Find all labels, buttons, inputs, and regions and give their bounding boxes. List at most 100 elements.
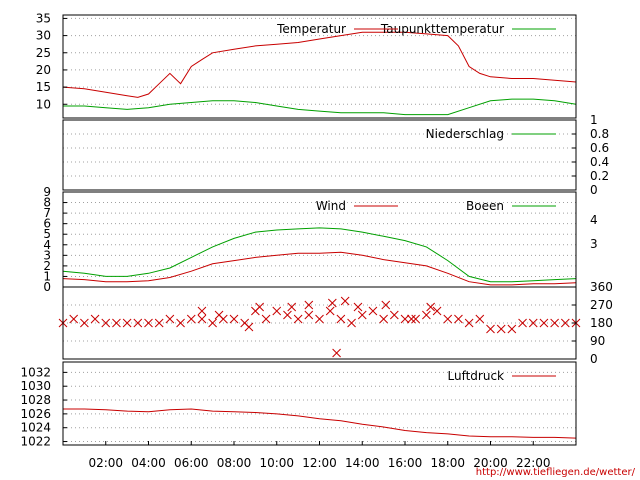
wind_direction-point: [443, 314, 453, 324]
wind_direction-ytick-label: 0: [590, 352, 598, 366]
x-tick-label: 14:00: [345, 456, 380, 470]
wind_direction-point: [507, 324, 517, 334]
precipitation-legend-label: Niederschlag: [426, 127, 504, 141]
wind_direction-point: [255, 302, 265, 312]
x-tick-label: 12:00: [302, 456, 337, 470]
wind_direction-point: [90, 314, 100, 324]
precipitation-ytick-label: 0.4: [590, 155, 609, 169]
wind_direction-point: [357, 310, 367, 320]
wind-series-2: [62, 227, 577, 283]
precipitation-panel-frame: [62, 119, 577, 191]
x-tick-label: 22:00: [516, 456, 551, 470]
wind_direction-point: [407, 314, 416, 324]
pressure-ytick-label: 1024: [20, 421, 51, 435]
wind_direction-point: [379, 314, 388, 324]
temperature-ytick-label: 20: [36, 63, 51, 77]
wind_direction-point: [229, 314, 239, 324]
pressure-series-1: [63, 408, 577, 439]
wind_direction-panel-frame: [62, 286, 577, 360]
precipitation-ytick-label: 0.2: [590, 169, 609, 183]
temperature-series-1: [62, 31, 577, 98]
wind_direction-point: [325, 306, 335, 316]
temperature-legend-label: Temperatur: [276, 22, 346, 36]
wind_direction-point: [154, 318, 164, 328]
wind-ytick-label: 4: [43, 238, 51, 252]
wind-ytick-label: 8: [43, 196, 51, 210]
precipitation-ytick-label: 1: [590, 113, 598, 127]
source-url-label: http://www.tiefliegen.de/wetter/: [476, 467, 636, 478]
wind_direction-point: [304, 300, 314, 310]
wind_direction-point: [422, 310, 431, 320]
pressure-legend-label: Luftdruck: [447, 369, 504, 383]
temperature-series-2: [63, 98, 577, 116]
wind-ytick-label: 5: [43, 227, 51, 241]
x-tick-label: 08:00: [217, 456, 252, 470]
wind_direction-point: [539, 318, 549, 328]
wind_direction-point: [101, 318, 111, 328]
wind_direction-point: [411, 314, 421, 324]
wind_direction-point: [332, 348, 341, 358]
wind_direction-point: [176, 318, 185, 328]
x-tick-label: 10:00: [259, 456, 294, 470]
wind_direction-point: [464, 318, 474, 328]
pressure-ytick-label: 1032: [20, 365, 51, 379]
wind_direction-point: [293, 314, 303, 324]
wind-ytick-label: 6: [43, 217, 51, 231]
temperature-ytick-label: 15: [36, 80, 51, 94]
wind_direction-point: [336, 314, 346, 324]
wind_direction-point: [186, 314, 196, 324]
wind_direction-ytick-label: 360: [590, 280, 613, 294]
wind-ytick-label: 7: [43, 206, 51, 220]
wind_direction-point: [214, 310, 224, 320]
wind_direction-point: [80, 318, 89, 328]
wind-right-label: 3: [590, 237, 598, 251]
wind_direction-point: [144, 318, 153, 328]
wind_direction-point: [327, 298, 337, 308]
wind-ytick-label: 3: [43, 248, 51, 262]
wind_direction-point: [304, 310, 314, 320]
wind_direction-point: [197, 306, 207, 316]
wind_direction-point: [244, 322, 254, 332]
wind-legend-label: Wind: [316, 199, 346, 213]
wind_direction-point: [112, 318, 121, 328]
precipitation-ytick-label: 0.6: [590, 141, 609, 155]
frame-layer: [62, 14, 577, 446]
wind_direction-point: [475, 314, 485, 324]
wind_direction-point: [353, 302, 363, 312]
x-tick-label: 16:00: [388, 456, 423, 470]
wind_direction-point: [454, 314, 463, 324]
temperature-legend-label: Taupunkttemperatur: [380, 22, 504, 36]
temperature-ytick-label: 35: [36, 11, 51, 25]
wind_direction-point: [518, 318, 527, 328]
wind_direction-point: [208, 318, 217, 328]
wind_direction-point: [283, 310, 292, 320]
wind_direction-point: [432, 306, 442, 316]
wind-ytick-label: 2: [43, 259, 51, 273]
x-tick-label: 04:00: [131, 456, 166, 470]
grid-layer: [63, 17, 576, 443]
wind_direction-point: [165, 314, 175, 324]
wind_direction-point: [272, 306, 282, 316]
wind_direction-point: [381, 300, 391, 310]
temperature-ytick-label: 25: [36, 46, 51, 60]
wind_direction-point: [340, 296, 350, 306]
x-tick-label: 06:00: [174, 456, 209, 470]
wind-legend-label: Boeen: [466, 199, 504, 213]
wind_direction-ytick-label: 90: [590, 334, 605, 348]
wind_direction-point: [315, 314, 324, 324]
wind-ytick-label: 9: [43, 185, 51, 199]
wind-ytick-label: 1: [43, 269, 51, 283]
pressure-ytick-label: 1030: [20, 379, 51, 393]
wind_direction-point: [400, 314, 410, 324]
pressure-ytick-label: 1022: [20, 435, 51, 449]
wind_direction-ytick-label: 180: [590, 316, 613, 330]
temperature-ytick-label: 30: [36, 29, 51, 43]
wind_direction-ytick-label: 270: [590, 298, 613, 312]
x-tick-label: 18:00: [430, 456, 465, 470]
wind-ytick-label: 0: [43, 280, 51, 294]
label-layer: 101520253035TaupunkttemperaturTemperatur…: [20, 11, 612, 470]
wind_direction-point: [368, 306, 378, 316]
temperature-panel-frame: [62, 14, 577, 119]
wind_direction-point: [486, 324, 495, 334]
